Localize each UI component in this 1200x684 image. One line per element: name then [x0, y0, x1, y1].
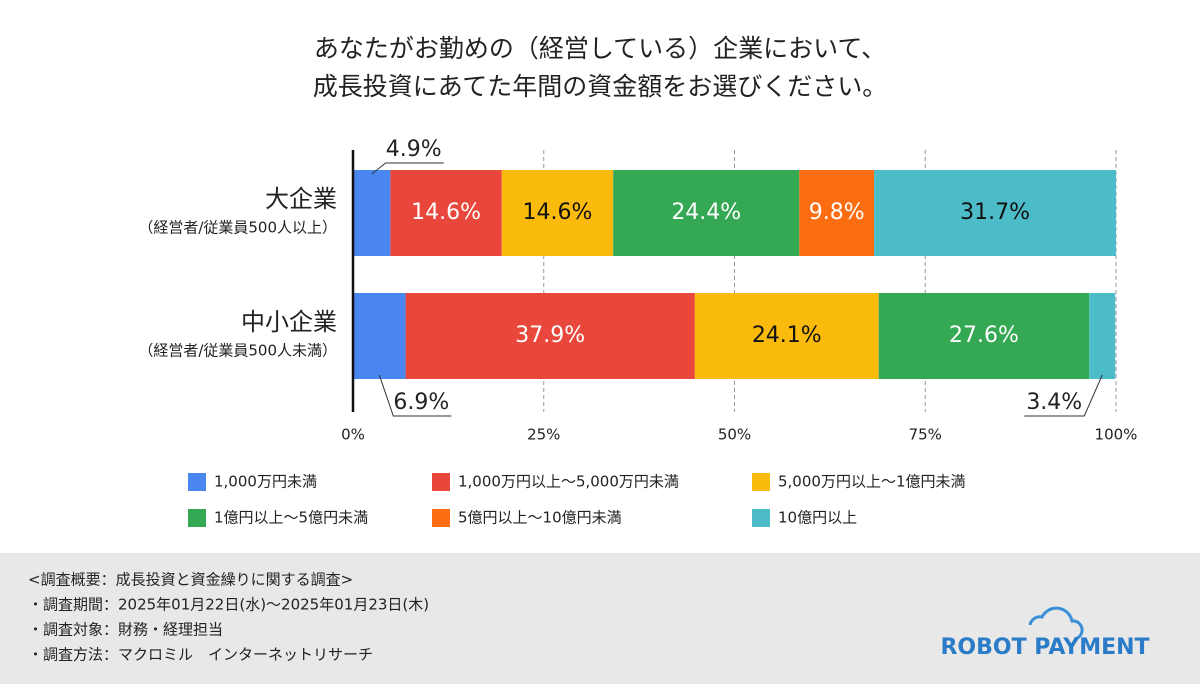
logo: ROBOT PAYMENT: [940, 635, 1149, 660]
x-tick-label: 25%: [527, 426, 560, 444]
value-label: 9.8%: [809, 200, 865, 225]
legend-label: 1,000万円以上〜5,000万円未満: [458, 473, 679, 491]
x-tick-label: 50%: [718, 426, 751, 444]
bar-segment: [353, 293, 406, 379]
bar-segment: [353, 170, 391, 256]
footer-note: ・調査期間：2025年01月22日(水)〜2025年01月23日(木): [28, 596, 429, 614]
bar-segment: [878, 293, 1090, 379]
legend-label: 5,000万円以上〜1億円未満: [778, 473, 966, 491]
value-label: 24.1%: [752, 323, 822, 348]
legend-swatch: [432, 509, 450, 527]
x-tick-label: 100%: [1095, 426, 1138, 444]
logo-icon: [1028, 606, 1084, 641]
bar-segment: [501, 170, 614, 256]
value-label: 14.6%: [523, 200, 593, 225]
value-label: 6.9%: [393, 390, 449, 415]
legend-swatch: [752, 473, 770, 491]
value-label: 31.7%: [960, 200, 1030, 225]
category-note: （経営者/従業員500人以上）: [138, 219, 337, 237]
legend-label: 1,000万円未満: [214, 473, 317, 491]
category-note: （経営者/従業員500人未満）: [138, 342, 337, 360]
footer-note: <調査概要：成長投資と資金繰りに関する調査>: [28, 571, 353, 589]
legend-swatch: [432, 473, 450, 491]
legend-swatch: [188, 509, 206, 527]
category-label: 大企業: [265, 185, 337, 213]
value-label: 14.6%: [411, 200, 481, 225]
value-label: 27.6%: [949, 323, 1019, 348]
footer: <調査概要：成長投資と資金繰りに関する調査> ・調査期間：2025年01月22日(…: [28, 571, 429, 664]
bar-segment: [799, 170, 875, 256]
leader-line: [371, 162, 444, 175]
value-label: 24.4%: [671, 200, 741, 225]
legend-swatch: [752, 509, 770, 527]
leader-line: [1024, 374, 1103, 417]
footer-note: ・調査方法：マクロミル インターネットリサーチ: [28, 646, 373, 664]
bar-segment: [613, 170, 800, 256]
chart-title: あなたがお勤めの（経営している）企業において、: [314, 34, 886, 63]
legend-label: 10億円以上: [778, 509, 857, 527]
leader-line: [378, 374, 452, 417]
chart-title: 成長投資にあてた年間の資金額をお選びください。: [313, 72, 888, 101]
value-label: 4.9%: [386, 137, 442, 162]
bar-segment: [390, 170, 502, 256]
category-label: 中小企業: [241, 308, 337, 336]
footer-bg: [0, 553, 1200, 684]
footer-note: ・調査対象：財務・経理担当: [28, 621, 223, 639]
x-tick-label: 0%: [341, 426, 365, 444]
value-label: 37.9%: [515, 323, 585, 348]
bar-segment: [405, 293, 695, 379]
legend-swatch: [188, 473, 206, 491]
bar-segment: [694, 293, 879, 379]
legend-label: 5億円以上〜10億円未満: [458, 509, 622, 527]
bar-segment: [1089, 293, 1116, 379]
legend-label: 1億円以上〜5億円未満: [214, 509, 368, 527]
bar-segment: [874, 170, 1116, 256]
x-tick-label: 75%: [909, 426, 942, 444]
value-label: 3.4%: [1026, 390, 1082, 415]
